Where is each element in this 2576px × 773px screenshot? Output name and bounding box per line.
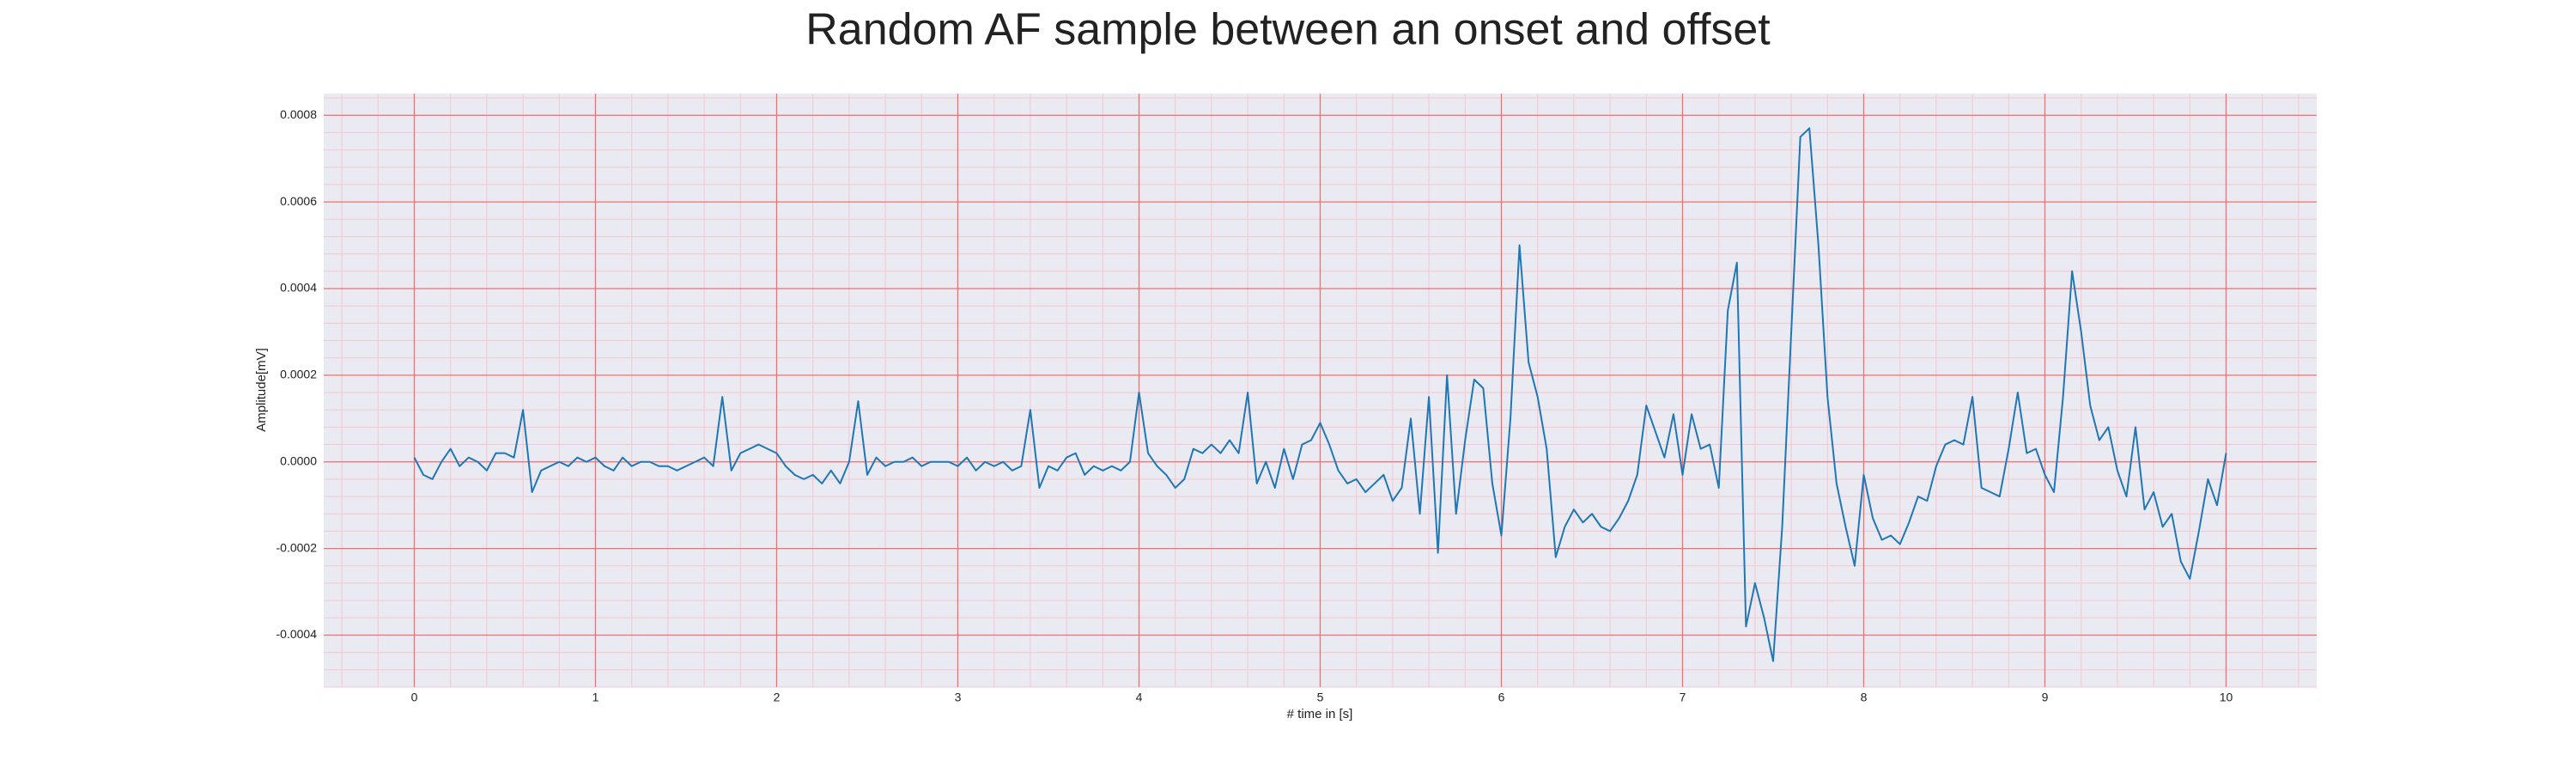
x-tick-label: 2 <box>774 691 781 704</box>
y-tick-label: 0.0006 <box>280 194 317 208</box>
x-axis-label: # time in [s] <box>1287 707 1353 721</box>
x-tick-label: 6 <box>1498 691 1505 704</box>
y-tick-label: 0.0000 <box>280 453 317 467</box>
y-tick-label: 0.0008 <box>280 107 317 121</box>
x-tick-label: 9 <box>2042 691 2049 704</box>
chart-title: Random AF sample between an onset and of… <box>805 5 1771 55</box>
x-tick-label: 8 <box>1861 691 1868 704</box>
line <box>413 127 2227 662</box>
x-tick-label: 5 <box>1317 691 1324 704</box>
y-tick-label: -0.0004 <box>276 627 318 641</box>
y-tick-label: 0.0002 <box>280 368 317 381</box>
y-tick-label: -0.0002 <box>276 540 318 554</box>
x-tick-label: 3 <box>955 691 962 704</box>
x-tick-label: 1 <box>592 691 599 704</box>
x-tick-label: 4 <box>1136 691 1143 704</box>
y-axis-label: Amplitude[mV] <box>254 348 269 432</box>
x-tick-label: 10 <box>2220 691 2233 704</box>
x-tick-label: 7 <box>1680 691 1686 704</box>
y-tick-label: 0.0004 <box>280 281 317 295</box>
x-tick-label: 0 <box>411 691 418 704</box>
